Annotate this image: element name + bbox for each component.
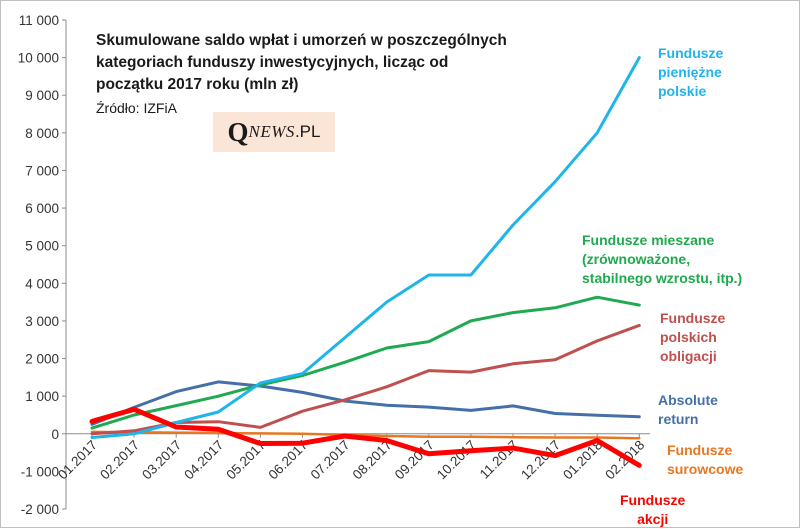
series-label-line: Absolute [658, 392, 718, 408]
series-label-line: Fundusze [660, 310, 726, 326]
y-tick-label: -2 000 [21, 502, 59, 517]
series-line-4 [90, 430, 641, 440]
logo-news: NEWS [248, 122, 295, 141]
series-label-line: surowcowe [667, 461, 744, 477]
series-label-line: pieniężne [658, 64, 722, 80]
x-tick-label: 03.2017 [139, 437, 184, 482]
series-label-line: polskich [660, 329, 717, 345]
series-line-1 [90, 295, 641, 430]
y-tick-label: 9 000 [25, 88, 59, 103]
y-tick-label: 2 000 [25, 352, 59, 367]
x-tick-label: 02.2018 [602, 437, 647, 482]
x-tick-label: 02.2017 [97, 437, 142, 482]
series-label-obligacji: Fundusze polskich obligacji [660, 309, 725, 366]
series-label-pieniezne: Fundusze pieniężne polskie [658, 44, 723, 101]
series-label-line: return [658, 411, 699, 427]
x-tick-label: 10.2017 [434, 437, 479, 482]
y-tick-label: 8 000 [25, 126, 59, 141]
y-tick-label: 6 000 [25, 201, 59, 216]
series-label-line: (zrównoważone, [582, 251, 691, 267]
logo-pl: .PL [294, 122, 321, 141]
y-tick-label: 1 000 [25, 389, 59, 404]
series-label-surowcowe: Fundusze surowcowe [667, 441, 743, 479]
chart-title-line-3: początku 2017 roku (mln zł) [96, 76, 299, 93]
series-label-absolute: Absolute return [658, 391, 718, 429]
y-tick-label: 4 000 [25, 276, 59, 291]
series-label-line: stabilnego wzrostu, itp.) [582, 270, 743, 286]
y-tick-label: 0 [51, 427, 59, 442]
y-tick-label: 3 000 [25, 314, 59, 329]
chart-title-line-2: kategoriach funduszy inwestycyjnych, lic… [96, 54, 449, 71]
x-tick-label: 04.2017 [181, 437, 226, 482]
x-tick-label: 07.2017 [308, 437, 353, 482]
series-line-5 [89, 406, 642, 468]
series-label-line: akcji [637, 511, 669, 527]
x-tick-label: 12.2017 [518, 437, 563, 482]
y-tick-label: -1 000 [21, 464, 59, 479]
chart-source: Źródło: IZFiA [96, 100, 177, 116]
y-tick-label: 10 000 [18, 51, 59, 66]
series-label-akcji: Fundusze akcji [620, 491, 685, 529]
series-label-line: obligacji [660, 348, 717, 364]
y-tick-label: 11 000 [19, 13, 59, 28]
logo-q: Q [227, 116, 249, 147]
series-label-line: Fundusze [667, 442, 733, 458]
y-tick-label: 5 000 [25, 239, 59, 254]
chart-title: Skumulowane saldo wpłat i umorzeń w posz… [96, 30, 566, 96]
qnews-logo: Q NEWS .PL [213, 112, 335, 152]
x-tick-label: 08.2017 [350, 437, 395, 482]
x-tick-label: 11.2017 [477, 437, 521, 481]
series-line-3 [90, 380, 641, 426]
y-tick-label: 7 000 [25, 163, 59, 178]
series-line-0 [90, 56, 641, 439]
series-label-line: Fundusze [658, 45, 724, 61]
series-label-line: Fundusze mieszane [582, 232, 715, 248]
x-tick-label: 01.2017 [55, 437, 100, 482]
series-line-2 [90, 323, 641, 436]
chart-title-line-1: Skumulowane saldo wpłat i umorzeń w posz… [96, 32, 507, 49]
series-label-line: polskie [658, 83, 707, 99]
series-label-mieszane: Fundusze mieszane (zrównoważone, stabiln… [582, 231, 742, 288]
series-label-line: Fundusze [620, 492, 686, 508]
